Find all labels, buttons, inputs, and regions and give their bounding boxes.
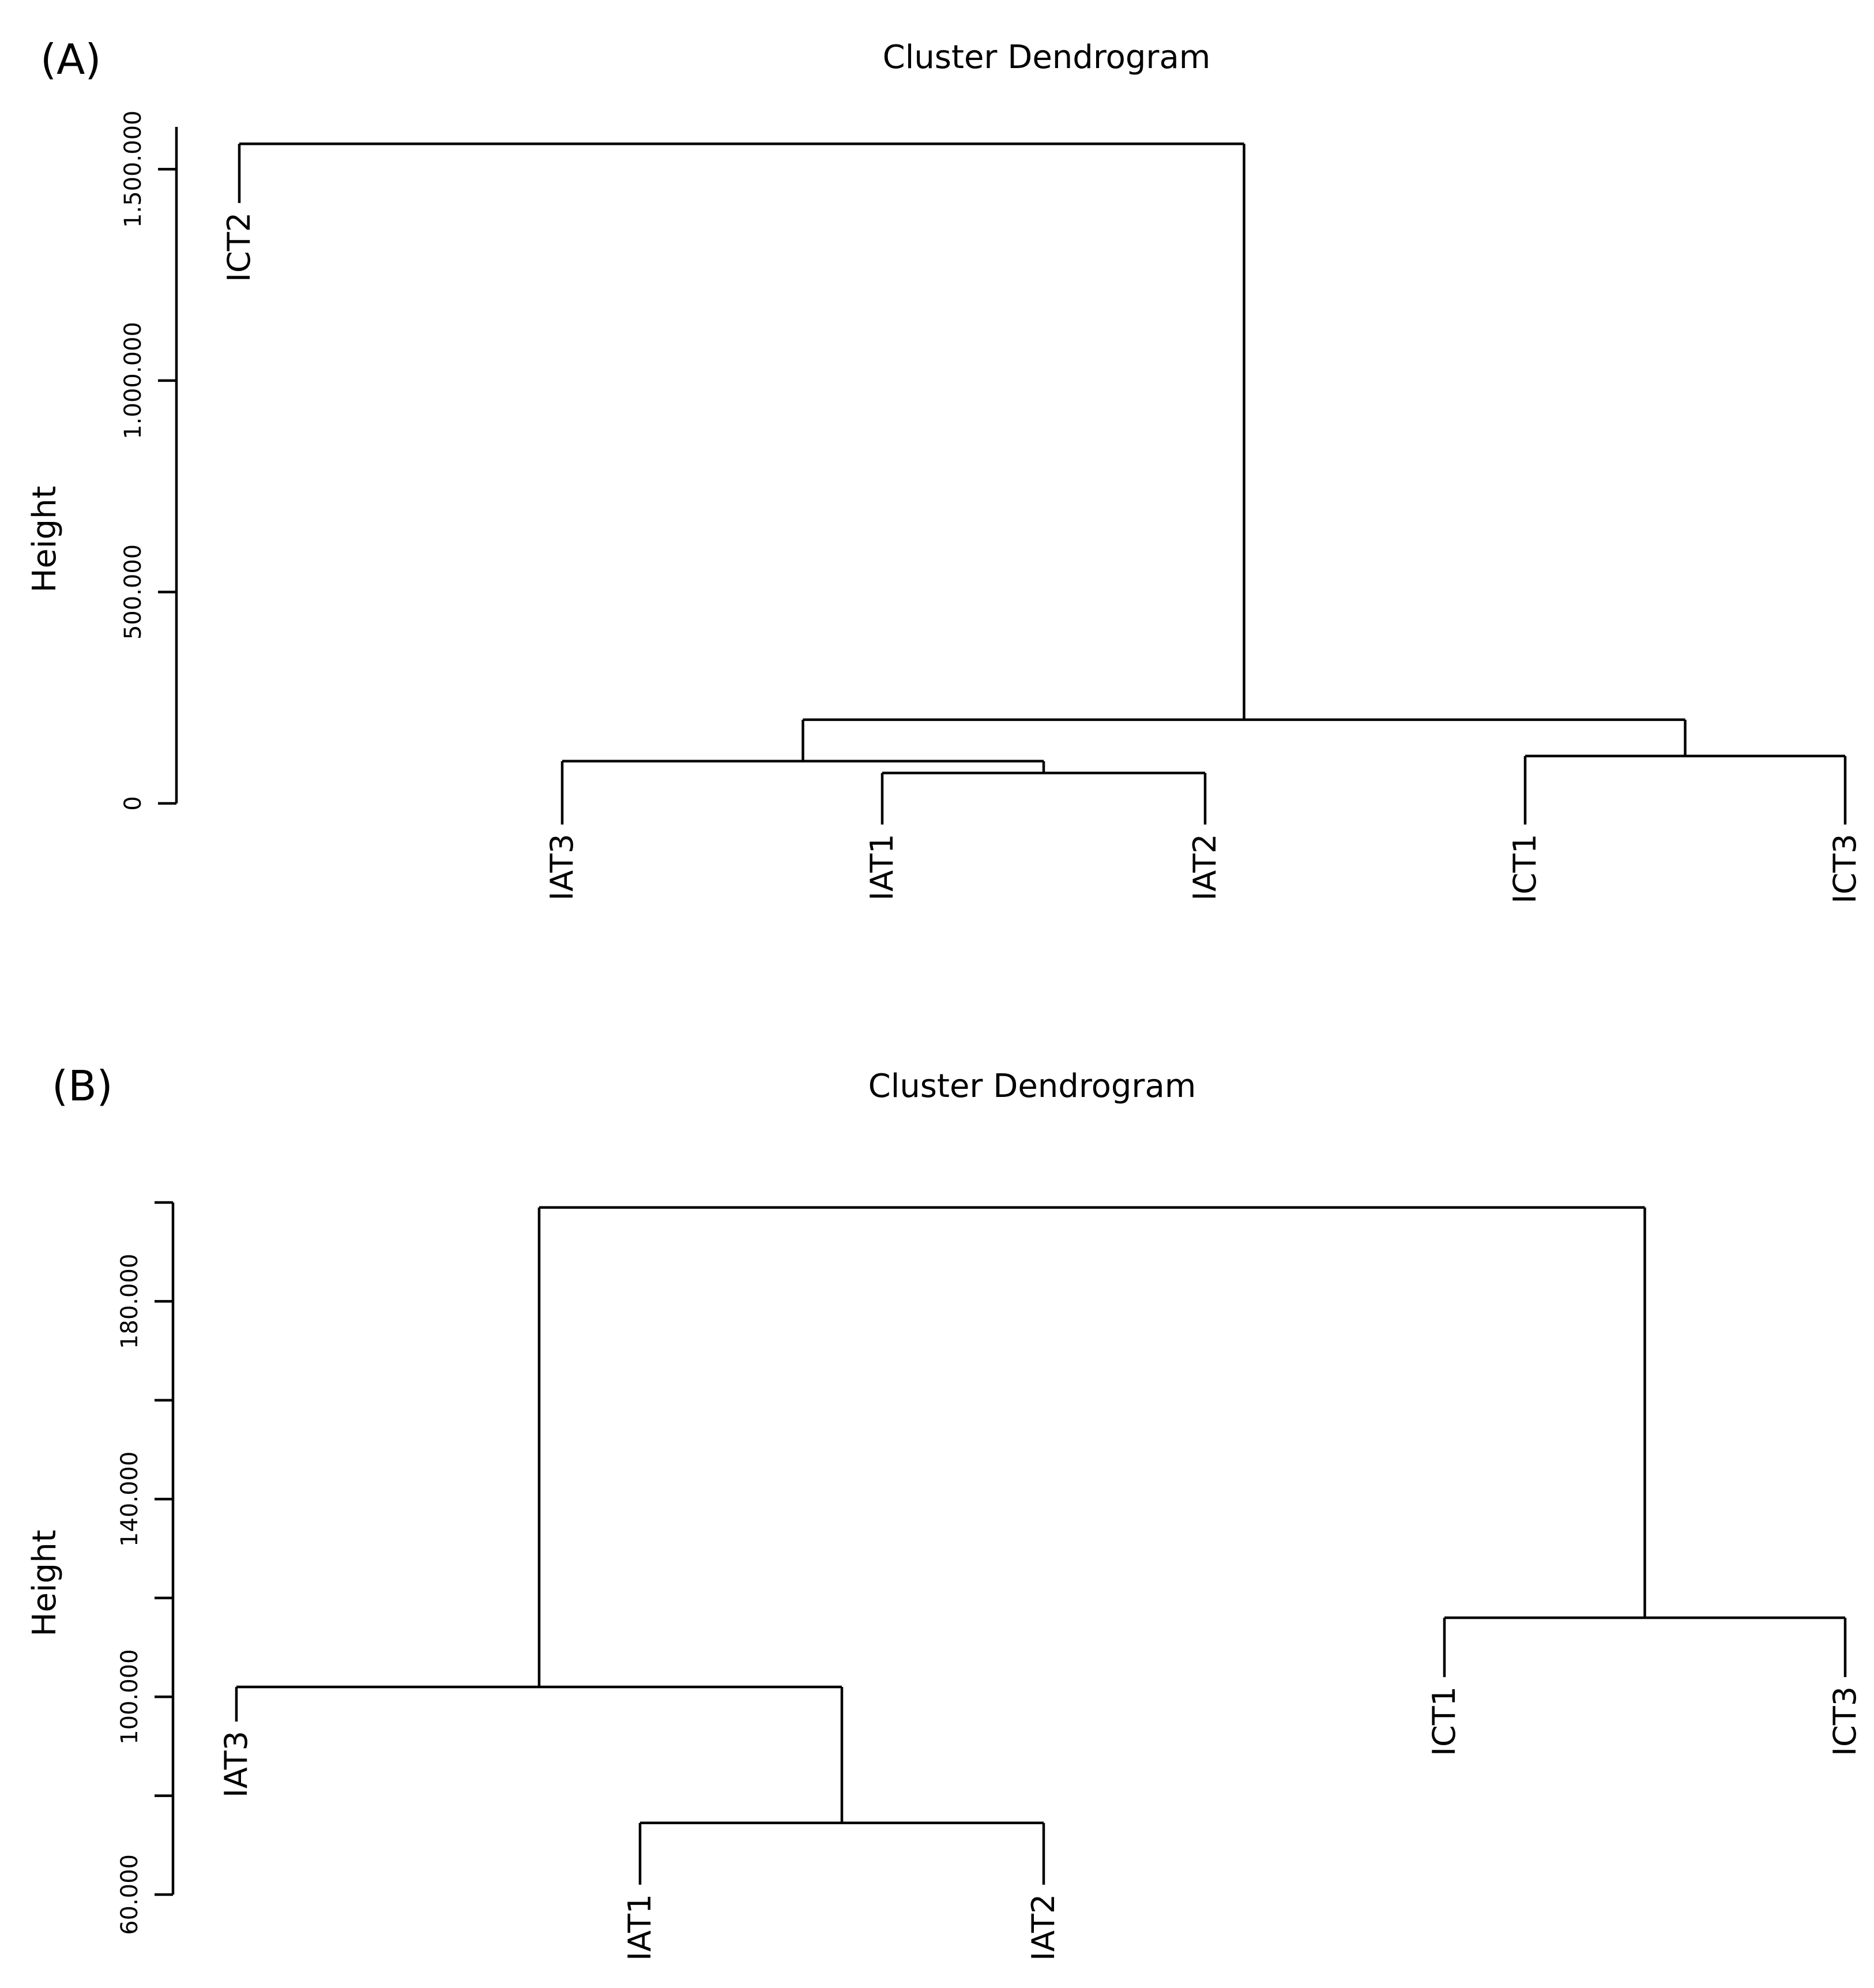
leaf-label-ict1: ICT1 [1426,1686,1462,1756]
chart-title-b: Cluster Dendrogram [868,1068,1196,1105]
dendrogram-b [235,1206,1847,1885]
leaf-label-iat1: IAT1 [864,834,900,901]
y-tick-label: 1.500.000 [120,111,146,228]
leaf-label-iat3: IAT3 [544,834,580,901]
chart-title-a: Cluster Dendrogram [883,39,1211,76]
leaf-label-iat1: IAT1 [622,1894,658,1961]
y-tick-label: 100.000 [116,1649,143,1744]
leaf-label-iat3: IAT3 [218,1731,254,1798]
y-tick-label: 180.000 [116,1254,143,1349]
y-tick-label: 1.000.000 [120,322,146,439]
leaf-label-iat2: IAT2 [1187,834,1223,901]
panel-label-b: (B) [52,1062,113,1110]
leaf-label-ict2: ICT2 [221,212,257,282]
panel-label-a: (A) [40,35,101,84]
leaf-label-ict3: ICT3 [1827,1686,1863,1756]
dendrogram-a [238,142,1847,825]
y-tick-label: 140.000 [116,1452,143,1547]
y-axis-label-a: Height [26,486,63,592]
y-axis-label-b: Height [26,1529,63,1636]
y-axis-a: 0 500.000 1.000.000 1.500.000 [120,111,178,811]
leaf-labels-b: IAT3 IAT1 IAT2 ICT1 ICT3 [218,1686,1863,1961]
y-tick-label: 0 [120,796,146,810]
y-tick-label: 500.000 [120,544,146,640]
panel-b: (B) Cluster Dendrogram Height 60.000 100.… [26,1062,1863,1961]
leaf-label-ict1: ICT1 [1507,834,1543,904]
leaf-label-iat2: IAT2 [1025,1894,1062,1961]
y-tick-label: 60.000 [116,1854,143,1935]
y-axis-b: 60.000 100.000 140.000 180.000 [116,1201,175,1935]
panel-a: (A) Cluster Dendrogram Height 0 500.000 1.… [26,35,1863,904]
leaf-label-ict3: ICT3 [1827,834,1863,904]
leaf-labels-a: ICT2 IAT3 IAT1 IAT2 ICT1 ICT3 [221,212,1863,904]
